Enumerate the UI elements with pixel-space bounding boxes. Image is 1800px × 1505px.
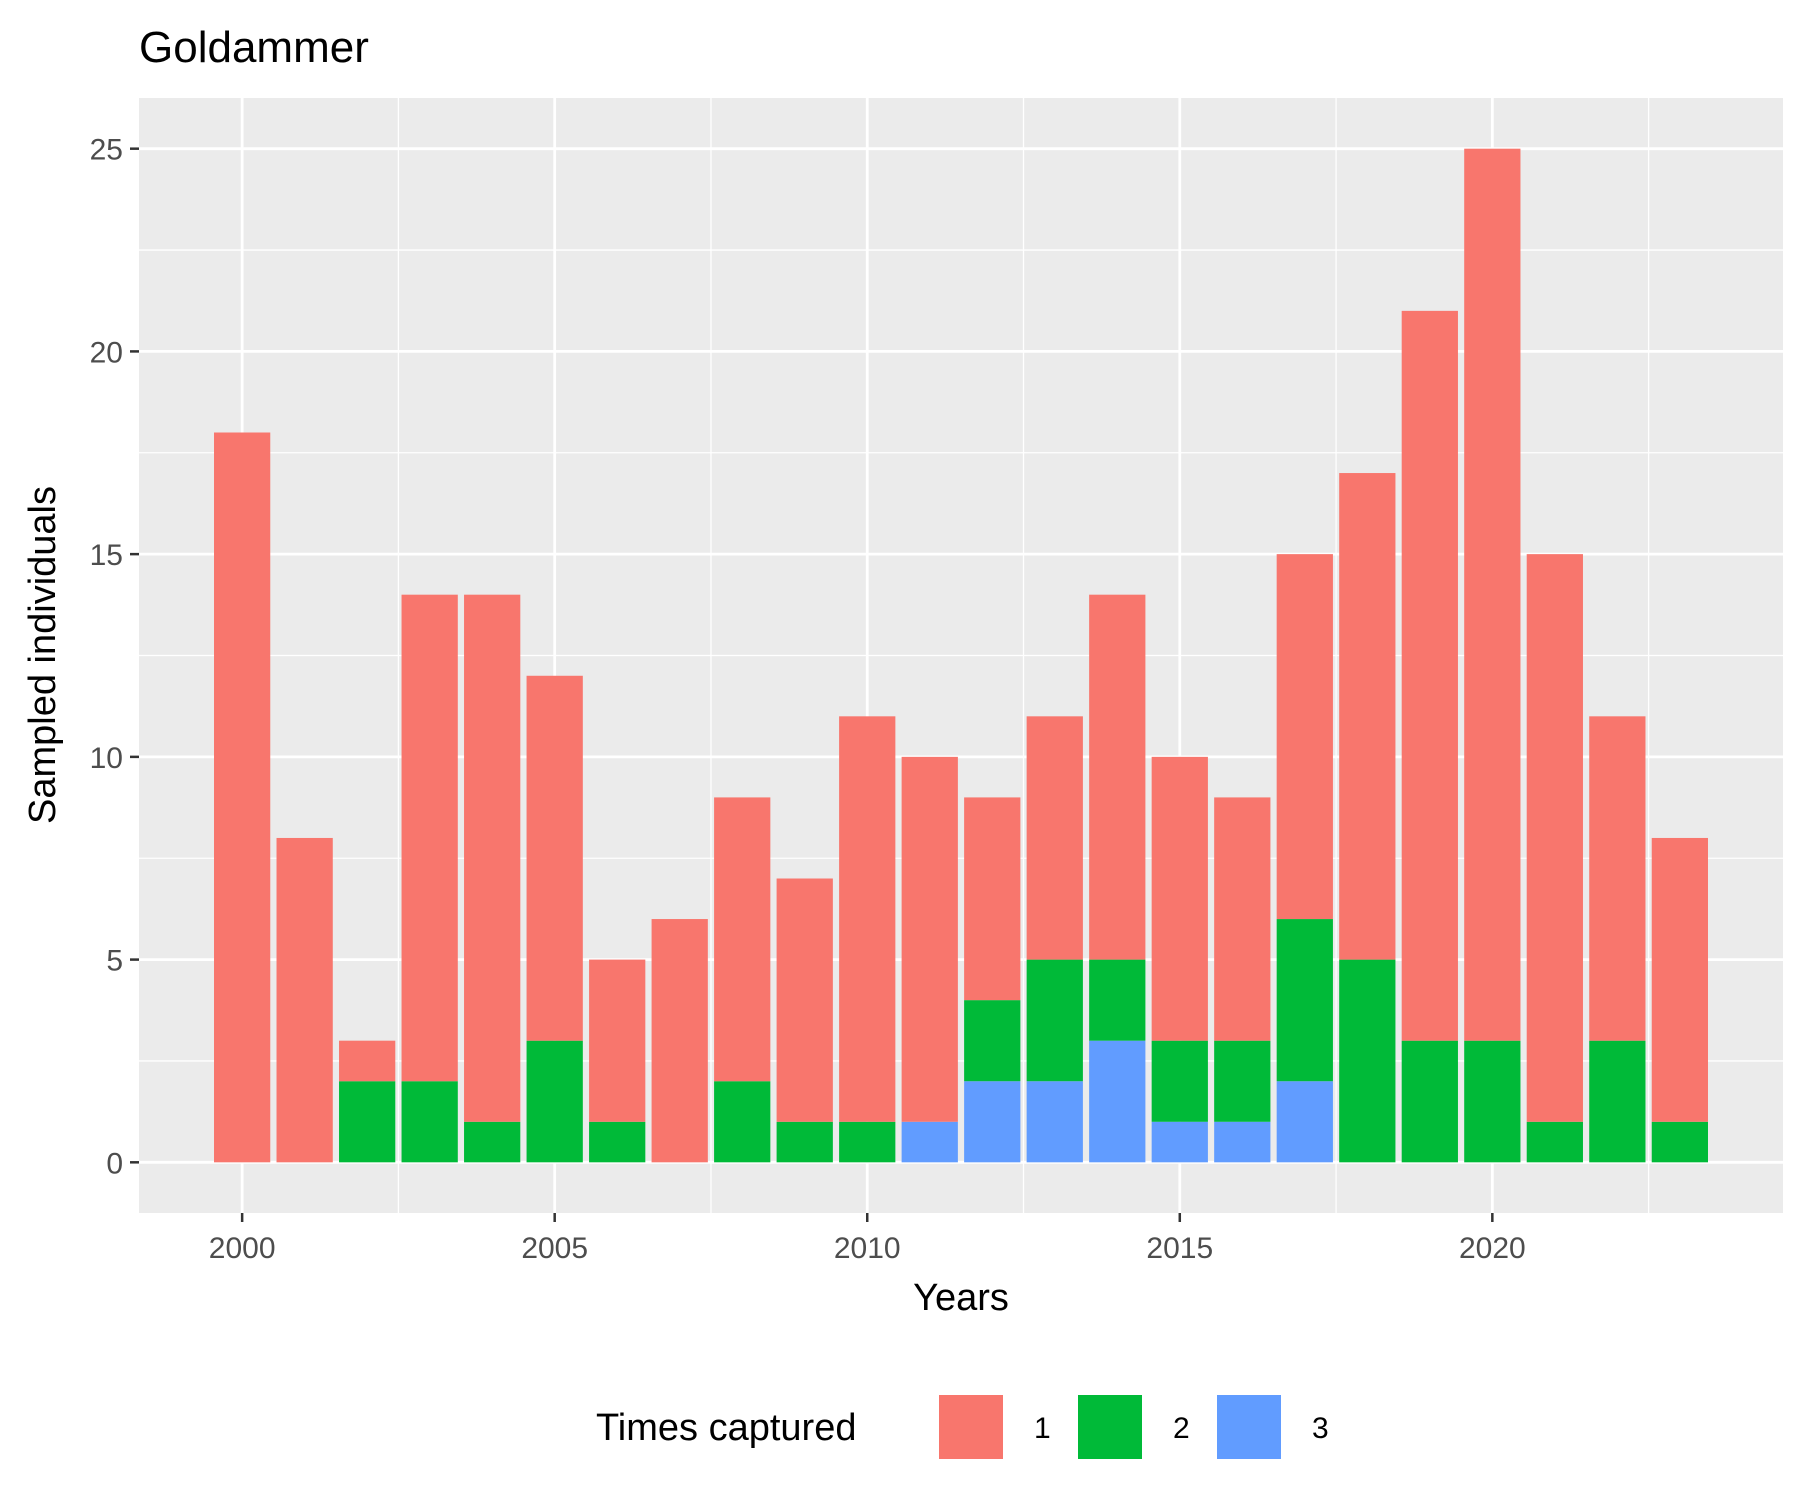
- bar-2008-captured-2: [714, 1081, 771, 1163]
- bar-2010-captured-2: [839, 1121, 896, 1163]
- y-tick-label: 10: [90, 742, 123, 775]
- legend-title: Times captured: [596, 1407, 856, 1449]
- bar-2018-captured-2: [1339, 959, 1396, 1163]
- bar-2017-captured-1: [1276, 554, 1333, 920]
- bar-2021-captured-1: [1526, 554, 1583, 1122]
- bar-2014-captured-1: [1089, 594, 1146, 960]
- bar-2020-captured-1: [1464, 148, 1521, 1041]
- bar-2015-captured-1: [1151, 756, 1208, 1041]
- bar-2002-captured-2: [339, 1081, 396, 1163]
- legend: Times captured 1 2 3: [596, 1393, 1329, 1461]
- bar-2009-captured-2: [776, 1121, 833, 1163]
- bar-2022-captured-1: [1589, 716, 1646, 1041]
- chart-title: Goldammer: [139, 23, 369, 72]
- legend-item-3: 3: [1215, 1393, 1329, 1461]
- bar-2019-captured-1: [1401, 310, 1458, 1041]
- bar-2019-captured-2: [1401, 1040, 1458, 1163]
- bar-2012-captured-1: [964, 797, 1021, 1001]
- axis-layer: 0 5 10 15 20 25 2000 2005 2010 2015 2020: [90, 134, 1526, 1265]
- bar-2001-captured-1: [276, 837, 333, 1163]
- bar-2014-captured-2: [1089, 959, 1146, 1041]
- bar-2008-captured-1: [714, 797, 771, 1082]
- bar-2017-captured-2: [1276, 919, 1333, 1082]
- bar-2002-captured-1: [339, 1040, 396, 1082]
- legend-key-2: [1076, 1393, 1144, 1461]
- legend-key-1: [937, 1393, 1005, 1461]
- legend-items: 1 2 3: [937, 1393, 1329, 1461]
- bar-2006-captured-2: [589, 1121, 646, 1163]
- legend-label-1: 1: [1034, 1412, 1051, 1445]
- x-tick-label: 2010: [834, 1232, 901, 1265]
- y-tick-label: 20: [90, 336, 123, 369]
- bar-2000-captured-1: [214, 432, 271, 1163]
- bar-2004-captured-1: [464, 594, 521, 1122]
- bar-2023-captured-1: [1651, 837, 1708, 1122]
- bar-2011-captured-1: [901, 756, 958, 1122]
- bar-2013-captured-1: [1026, 716, 1083, 960]
- bar-2014-captured-3: [1089, 1040, 1146, 1163]
- legend-item-2: 2: [1076, 1393, 1190, 1461]
- bar-2020-captured-2: [1464, 1040, 1521, 1163]
- bar-2022-captured-2: [1589, 1040, 1646, 1163]
- bar-2003-captured-2: [401, 1081, 458, 1163]
- bar-2013-captured-2: [1026, 959, 1083, 1082]
- x-tick-label: 2020: [1459, 1232, 1526, 1265]
- bar-2009-captured-1: [776, 878, 833, 1122]
- bar-2016-captured-1: [1214, 797, 1271, 1041]
- bars-layer: [214, 148, 1708, 1163]
- x-tick-label: 2005: [521, 1232, 588, 1265]
- x-tick-label: 2000: [209, 1232, 276, 1265]
- bar-2015-captured-3: [1151, 1121, 1208, 1163]
- bar-2017-captured-3: [1276, 1081, 1333, 1163]
- y-tick-label: 0: [106, 1147, 123, 1180]
- bar-2016-captured-3: [1214, 1121, 1271, 1163]
- legend-label-2: 2: [1173, 1412, 1190, 1445]
- bar-2018-captured-1: [1339, 473, 1396, 960]
- y-tick-label: 15: [90, 539, 123, 572]
- bar-2013-captured-3: [1026, 1081, 1083, 1163]
- bar-2016-captured-2: [1214, 1040, 1271, 1122]
- legend-key-3: [1215, 1393, 1283, 1461]
- bar-2021-captured-2: [1526, 1121, 1583, 1163]
- bar-2003-captured-1: [401, 594, 458, 1082]
- legend-label-3: 3: [1312, 1412, 1329, 1445]
- bar-2012-captured-3: [964, 1081, 1021, 1163]
- bar-2023-captured-2: [1651, 1121, 1708, 1163]
- x-tick-label: 2015: [1146, 1232, 1213, 1265]
- bar-2010-captured-1: [839, 716, 896, 1122]
- bar-2005-captured-1: [526, 675, 583, 1041]
- bar-2015-captured-2: [1151, 1040, 1208, 1122]
- y-axis-label: Sampled individuals: [22, 486, 64, 824]
- bar-2004-captured-2: [464, 1121, 521, 1163]
- bar-2006-captured-1: [589, 959, 646, 1122]
- y-tick-label: 5: [106, 945, 123, 978]
- bar-2011-captured-3: [901, 1121, 958, 1163]
- bar-2012-captured-2: [964, 1000, 1021, 1082]
- y-tick-label: 25: [90, 134, 123, 167]
- legend-item-1: 1: [937, 1393, 1051, 1461]
- x-axis-label: Years: [913, 1277, 1009, 1319]
- bar-2007-captured-1: [651, 919, 708, 1163]
- bar-2005-captured-2: [526, 1040, 583, 1163]
